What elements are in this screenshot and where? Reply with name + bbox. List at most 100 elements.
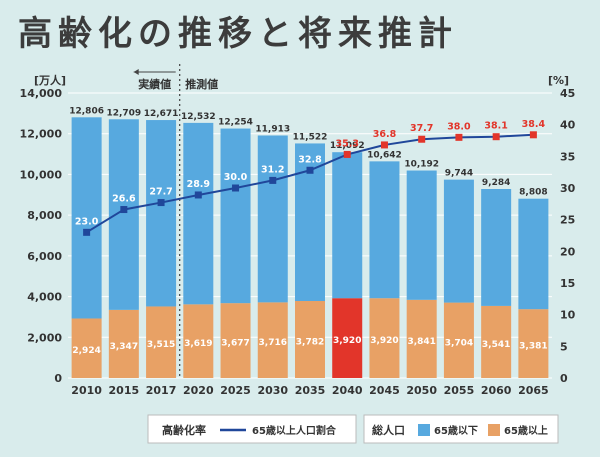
bar-over65-label: 3,619 bbox=[184, 339, 212, 349]
line-point bbox=[157, 199, 165, 207]
x-tick-label: 2040 bbox=[332, 384, 363, 397]
bar-over65-label: 3,920 bbox=[333, 336, 361, 346]
bar-segment-over65 bbox=[518, 309, 549, 378]
y-left-unit-label: [万人] bbox=[34, 73, 66, 87]
y-left-tick-label: 10,000 bbox=[20, 168, 63, 181]
legend-swatch-under65 bbox=[418, 424, 430, 436]
y-right-tick-label: 5 bbox=[560, 340, 568, 353]
x-tick-label: 2020 bbox=[183, 384, 214, 397]
line-point bbox=[529, 131, 537, 139]
line-point bbox=[306, 166, 314, 174]
bar-total-label: 11,913 bbox=[255, 124, 290, 134]
line-point-label: 30.0 bbox=[224, 172, 248, 183]
x-tick-label: 2065 bbox=[518, 384, 549, 397]
bar-segment-under65 bbox=[518, 198, 549, 310]
x-tick-label: 2035 bbox=[295, 384, 326, 397]
line-point bbox=[269, 176, 277, 184]
bar-over65-label: 3,716 bbox=[259, 338, 287, 348]
line-point-label: 35.3 bbox=[336, 138, 359, 149]
x-tick-label: 2050 bbox=[406, 384, 437, 397]
x-tick-label: 2055 bbox=[444, 384, 475, 397]
bar-segment-under65 bbox=[443, 179, 474, 303]
bar-segment-under65 bbox=[406, 170, 437, 300]
x-tick-label: 2025 bbox=[220, 384, 251, 397]
x-tick-label: 2010 bbox=[71, 384, 102, 397]
actual-period-arrowhead bbox=[133, 69, 139, 75]
y-right-tick-label: 45 bbox=[560, 87, 575, 100]
y-right-tick-label: 15 bbox=[560, 277, 575, 290]
y-right-tick-label: 10 bbox=[560, 309, 576, 322]
bar-total-label: 12,254 bbox=[218, 118, 253, 128]
bar-over65-label: 3,541 bbox=[482, 340, 510, 350]
line-point bbox=[380, 141, 388, 149]
line-point bbox=[120, 206, 128, 214]
line-point bbox=[343, 150, 351, 158]
bar-total-label: 8,808 bbox=[519, 188, 547, 198]
line-point bbox=[492, 133, 500, 141]
bar-segment-over65 bbox=[220, 303, 251, 378]
bar-segment-over65 bbox=[108, 309, 139, 378]
y-right-tick-label: 30 bbox=[560, 182, 576, 195]
y-right-tick-label: 25 bbox=[560, 214, 575, 227]
line-point bbox=[455, 133, 463, 141]
bar-segment-over65 bbox=[369, 298, 400, 378]
bar-total-label: 12,532 bbox=[181, 112, 216, 122]
bar-over65-label: 3,704 bbox=[445, 338, 473, 348]
line-point bbox=[83, 228, 91, 236]
line-point-label: 36.8 bbox=[373, 129, 397, 140]
line-point-label: 31.2 bbox=[261, 164, 284, 175]
line-point-label: 32.8 bbox=[298, 154, 322, 165]
bar-over65-label: 2,924 bbox=[72, 346, 100, 356]
line-point-label: 26.6 bbox=[112, 194, 136, 205]
bar-over65-label: 3,841 bbox=[407, 337, 435, 347]
bar-total-label: 10,192 bbox=[404, 160, 439, 170]
line-point-label: 38.0 bbox=[447, 121, 471, 132]
bar-total-label: 9,744 bbox=[445, 169, 473, 179]
bar-total-label: 12,671 bbox=[144, 109, 179, 119]
bar-segment-over65 bbox=[146, 306, 177, 378]
line-point-label: 27.7 bbox=[149, 187, 172, 198]
x-tick-label: 2060 bbox=[481, 384, 512, 397]
x-tick-label: 2015 bbox=[109, 384, 140, 397]
bar-segment-under65 bbox=[183, 122, 214, 305]
bar-segment-under65 bbox=[220, 128, 251, 304]
legend-title-population: 総人口 bbox=[372, 423, 405, 437]
y-left-tick-label: 0 bbox=[54, 372, 62, 385]
bar-segment-under65 bbox=[481, 189, 512, 306]
legend-label-under65: 65歳以下 bbox=[434, 424, 478, 437]
bar-over65-label: 3,515 bbox=[147, 340, 175, 350]
bar-over65-label: 3,677 bbox=[221, 339, 249, 349]
bar-segment-over65 bbox=[71, 318, 102, 378]
legend-label-over65: 65歳以上 bbox=[504, 424, 548, 437]
line-point-label: 28.9 bbox=[187, 179, 210, 190]
y-left-tick-label: 12,000 bbox=[20, 128, 63, 141]
actual-period-label: 実績値 bbox=[138, 77, 171, 91]
bar-segment-over65 bbox=[406, 299, 437, 378]
bar-segment-over65 bbox=[257, 302, 288, 378]
bar-total-label: 11,092 bbox=[330, 141, 365, 151]
y-right-tick-label: 20 bbox=[560, 245, 576, 258]
bar-segment-over65 bbox=[295, 301, 325, 378]
line-point-label: 37.7 bbox=[410, 123, 433, 134]
bar-over65-label: 3,347 bbox=[110, 342, 138, 352]
x-tick-label: 2030 bbox=[257, 384, 288, 397]
y-left-tick-label: 2,000 bbox=[27, 331, 62, 344]
bar-over65-label: 3,381 bbox=[519, 342, 547, 352]
y-right-unit-label: [%] bbox=[548, 74, 569, 87]
line-point-label: 23.0 bbox=[75, 216, 99, 227]
bar-segment-over65 bbox=[481, 305, 512, 378]
legend-swatch-over65 bbox=[488, 424, 500, 436]
legend-line-label: 65歳以上人口割合 bbox=[252, 424, 337, 437]
bar-segment-over65 bbox=[332, 298, 363, 378]
bar-segment-over65 bbox=[183, 304, 214, 378]
bar-total-label: 11,522 bbox=[293, 132, 328, 142]
bar-segment-under65 bbox=[332, 152, 363, 299]
line-point-label: 38.4 bbox=[522, 119, 546, 130]
y-right-tick-label: 35 bbox=[560, 150, 575, 163]
bar-total-label: 12,709 bbox=[106, 108, 141, 118]
bar-segment-under65 bbox=[146, 120, 177, 307]
legend-box-rate bbox=[147, 414, 357, 444]
y-right-tick-label: 0 bbox=[560, 372, 568, 385]
